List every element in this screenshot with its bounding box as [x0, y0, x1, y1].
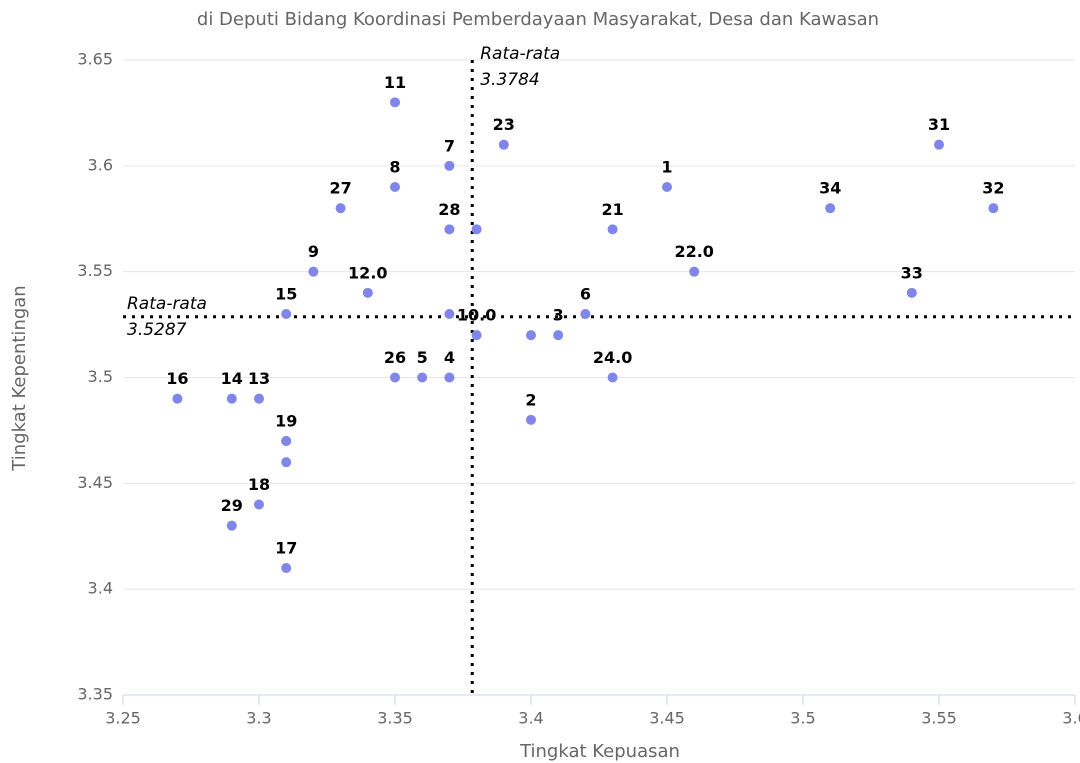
- point-label: 15: [275, 285, 297, 304]
- y-tick-label: 3.5: [88, 367, 113, 386]
- point-label: 1: [661, 158, 672, 177]
- point: [444, 309, 455, 319]
- point-label: 22.0: [674, 242, 713, 261]
- x-tick-label: 3.45: [649, 709, 685, 728]
- point: [498, 139, 509, 150]
- y-tick-label: 3.4: [88, 579, 113, 598]
- point: [526, 414, 536, 425]
- x-tick-label: 3.6: [1062, 709, 1080, 728]
- point: [607, 372, 618, 383]
- point: [254, 499, 264, 510]
- point: [444, 224, 455, 235]
- point: [607, 224, 618, 235]
- point: [281, 457, 292, 468]
- point: [471, 224, 482, 235]
- point-label: 29: [221, 496, 243, 515]
- point-label: 6: [580, 285, 591, 304]
- point-label: 8: [389, 158, 400, 177]
- point: [226, 520, 237, 531]
- mean-x-value: 3.3784: [480, 70, 539, 90]
- chart-title: di Deputi Bidang Koordinasi Pemberdayaan…: [197, 9, 879, 30]
- point-label: 5: [417, 348, 428, 367]
- y-tick-label: 3.55: [77, 261, 113, 280]
- point-label: 17: [275, 539, 297, 558]
- point-label: 10.0: [457, 306, 496, 325]
- point-label: 28: [438, 200, 460, 219]
- point: [906, 287, 917, 298]
- y-tick-label: 3.45: [77, 473, 113, 492]
- point-label: 21: [601, 200, 623, 219]
- point: [689, 266, 700, 277]
- point: [825, 203, 836, 214]
- x-tick-label: 3.5: [790, 709, 815, 728]
- y-axis-title: Tingkat Kepentingan: [9, 285, 30, 471]
- point: [390, 372, 400, 383]
- point-label: 18: [248, 475, 270, 494]
- point-label: 14: [221, 369, 243, 388]
- x-tick-label: 3.3: [246, 709, 271, 728]
- point-label: 33: [901, 263, 923, 282]
- point: [308, 266, 319, 277]
- point: [172, 393, 183, 404]
- y-tick-label: 3.65: [77, 50, 113, 69]
- point: [553, 330, 564, 341]
- point-label: 32: [982, 179, 1004, 198]
- mean-y-value: 3.5287: [127, 320, 187, 340]
- point: [254, 393, 264, 404]
- x-tick-label: 3.4: [518, 709, 543, 728]
- point-label: 13: [248, 369, 270, 388]
- point-label: 24.0: [593, 348, 632, 367]
- point: [281, 436, 292, 446]
- x-tick-label: 3.55: [921, 709, 957, 728]
- point-label: 16: [166, 369, 188, 388]
- point-label: 34: [819, 179, 841, 198]
- point: [471, 330, 482, 341]
- x-tick-label: 3.35: [377, 709, 413, 728]
- point-label: 31: [928, 115, 950, 134]
- point-label: 3: [553, 306, 564, 325]
- x-axis-title: Tingkat Kepuasan: [519, 741, 680, 762]
- point-label: 4: [444, 348, 455, 367]
- point: [281, 563, 292, 573]
- point-label: 9: [308, 242, 319, 261]
- point: [226, 393, 237, 404]
- point-label: 12.0: [348, 263, 387, 282]
- point: [390, 97, 400, 108]
- point: [934, 139, 944, 150]
- mean-y-label: Rata-rata: [127, 294, 207, 314]
- point: [662, 182, 672, 192]
- point-label: 23: [493, 115, 515, 134]
- y-tick-label: 3.6: [88, 155, 113, 174]
- point: [281, 309, 292, 319]
- x-tick-label: 3.25: [105, 709, 141, 728]
- point-label: 7: [444, 136, 455, 155]
- point-label: 19: [275, 412, 297, 431]
- point-label: 2: [525, 390, 536, 409]
- point-label: 11: [384, 73, 406, 92]
- point: [444, 160, 455, 171]
- point-label: 26: [384, 348, 406, 367]
- point: [390, 182, 400, 192]
- y-tick-label: 3.35: [77, 685, 113, 704]
- point: [335, 203, 346, 214]
- point-label: 27: [329, 179, 351, 198]
- point: [417, 372, 428, 383]
- point: [526, 330, 536, 341]
- point: [444, 372, 455, 383]
- mean-x-label: Rata-rata: [480, 44, 560, 64]
- point: [988, 203, 999, 214]
- point: [580, 309, 591, 319]
- point: [362, 287, 373, 298]
